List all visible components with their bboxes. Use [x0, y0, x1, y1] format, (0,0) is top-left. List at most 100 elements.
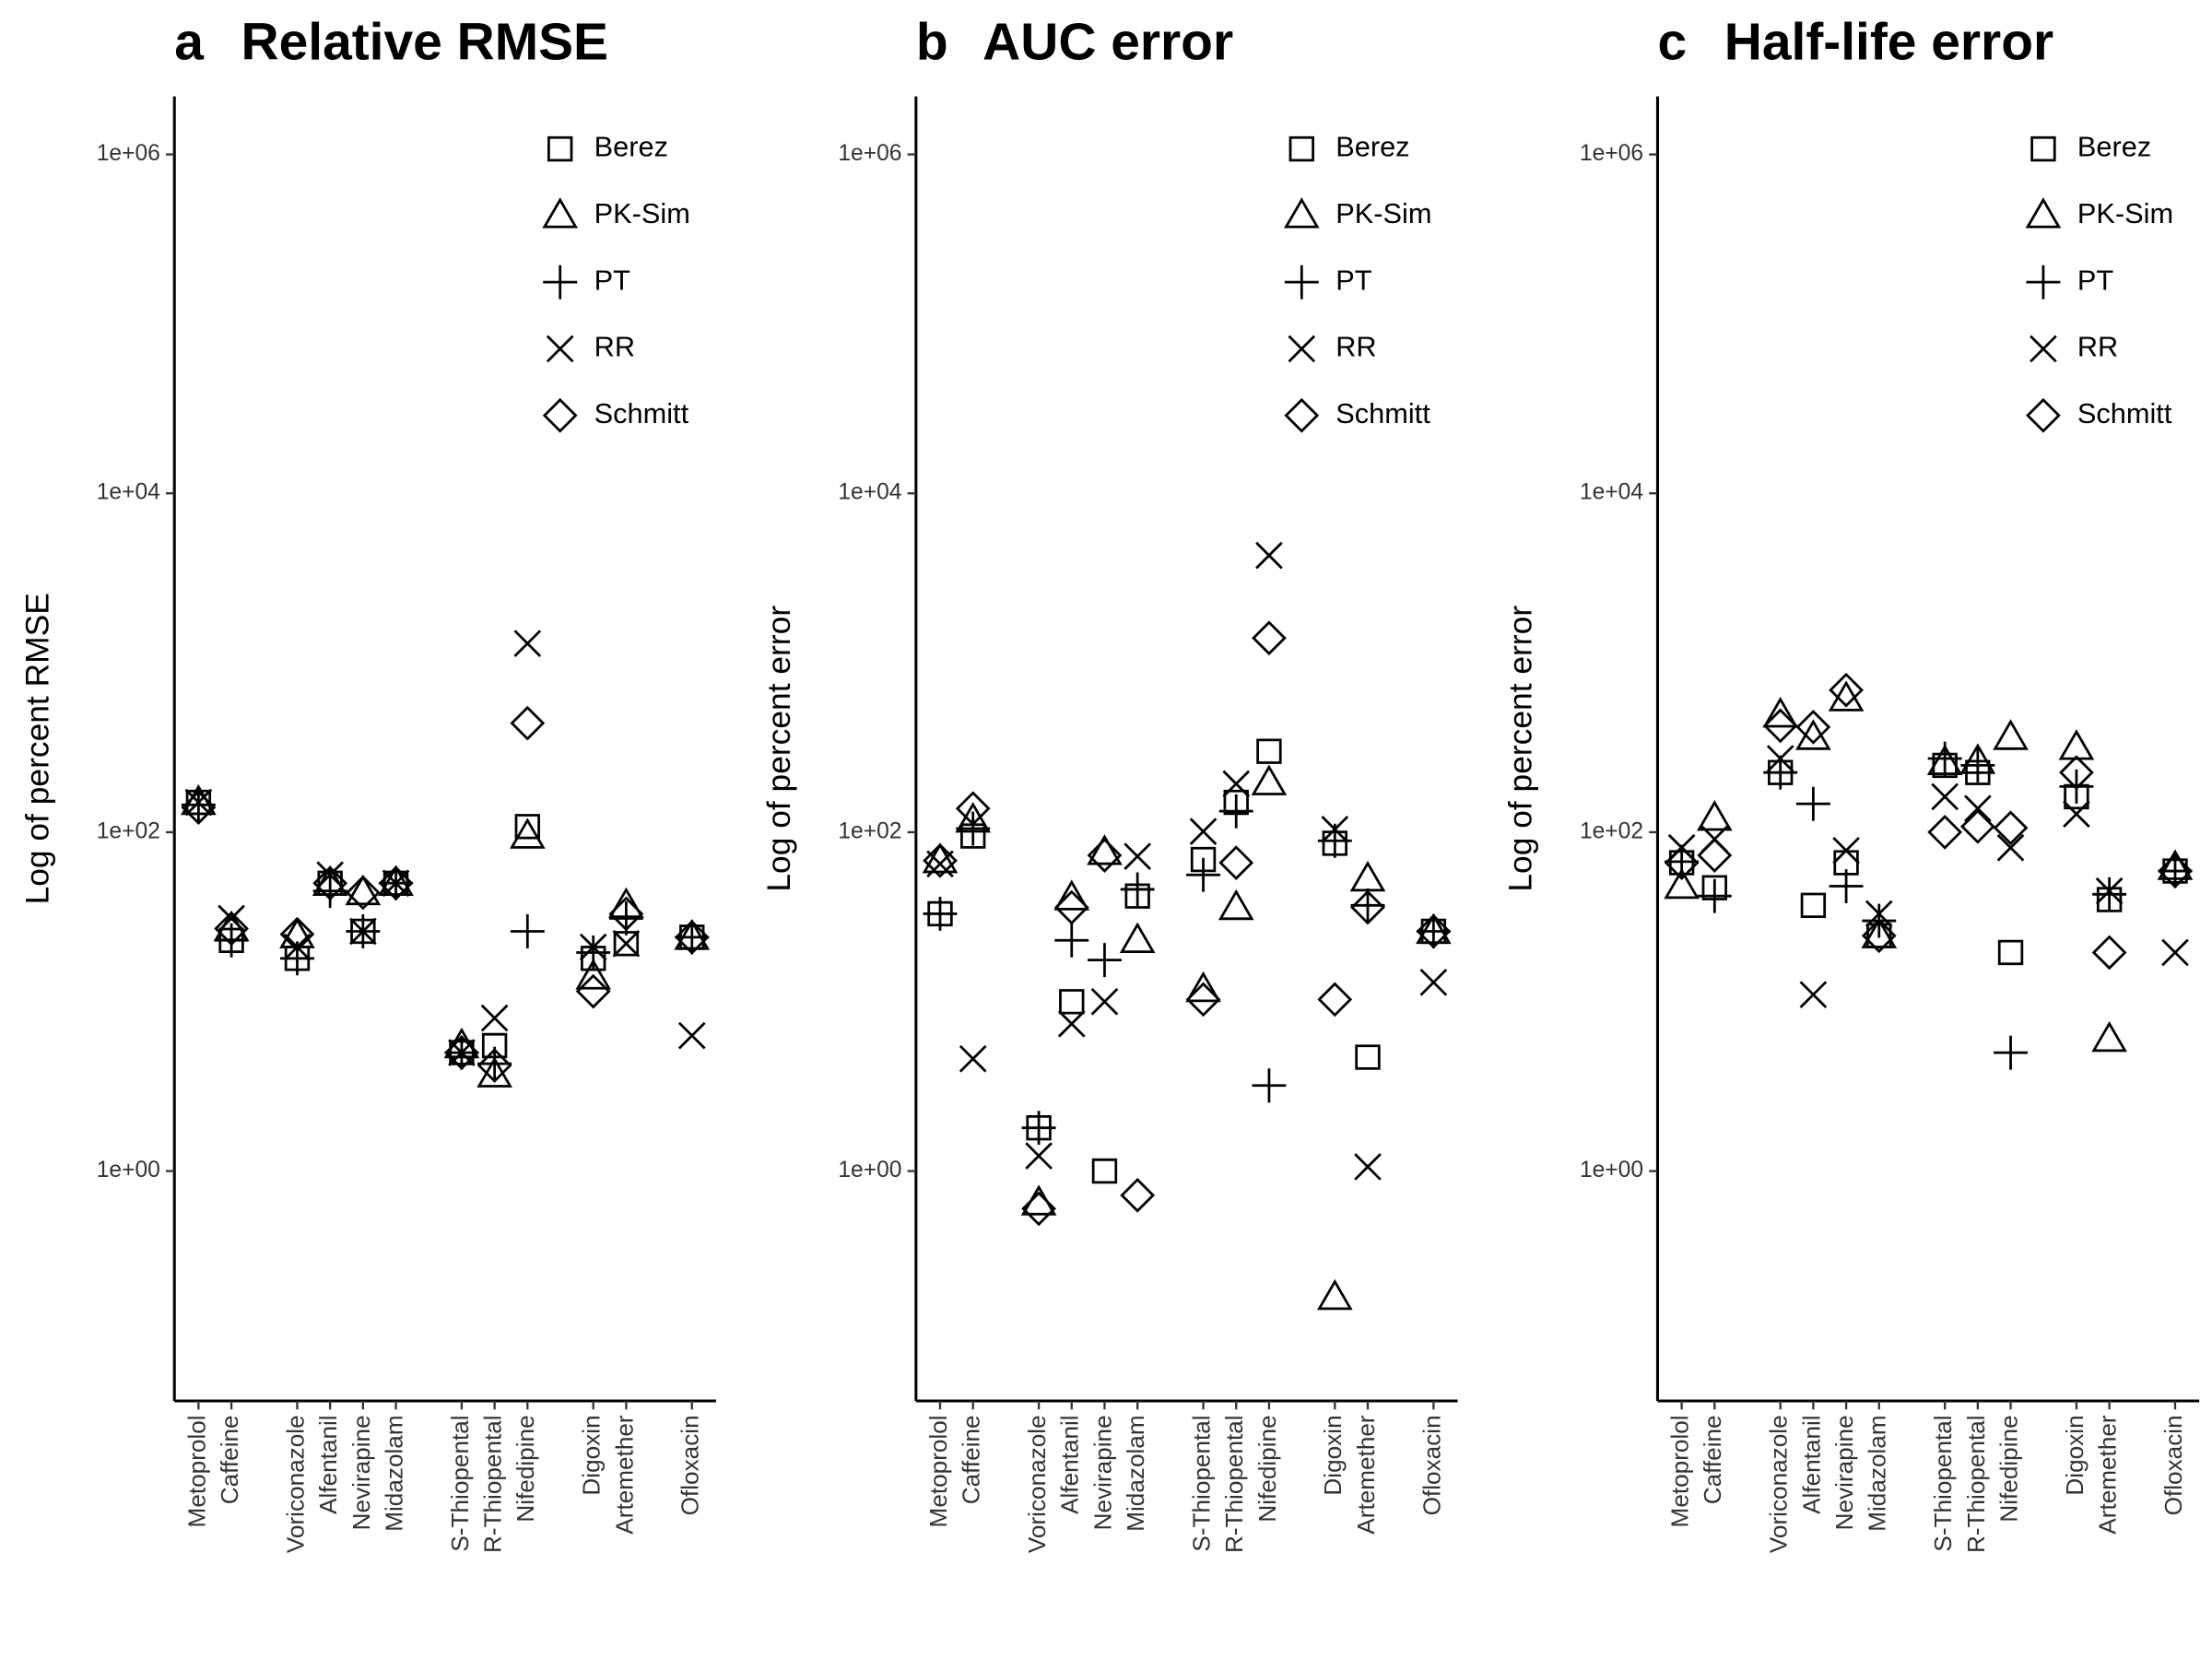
data-point	[1964, 794, 1992, 823]
data-point	[1996, 833, 2025, 862]
data-point	[1833, 850, 1859, 876]
data-point	[1354, 1153, 1382, 1181]
x-tick-label: Digoxin	[578, 1415, 606, 1495]
data-point	[1664, 845, 1700, 880]
data-point	[1350, 889, 1385, 925]
data-point	[1829, 869, 1864, 903]
y-tick-label: 1e+00	[1580, 1158, 1643, 1182]
data-point	[477, 1048, 512, 1083]
data-point	[1223, 789, 1249, 816]
data-point	[1054, 923, 1089, 958]
data-point	[675, 920, 710, 955]
data-point	[608, 896, 644, 932]
legend-marker	[1288, 335, 1316, 363]
legend-marker	[542, 197, 579, 229]
x-tick-label: S-Thiopental	[1929, 1415, 1957, 1551]
data-point	[481, 1032, 508, 1059]
x-tick-label: Caffeine	[216, 1415, 243, 1504]
legend-marker	[2025, 197, 2062, 229]
data-point	[1355, 1044, 1381, 1070]
y-tick-label: 1e+00	[838, 1158, 901, 1182]
y-tick-label: 1e+04	[97, 480, 160, 505]
y-tick-label: 1e+04	[838, 480, 901, 505]
data-point	[1993, 719, 2029, 750]
data-point	[674, 919, 710, 955]
data-point	[1766, 745, 1794, 772]
data-point	[926, 850, 954, 878]
data-point	[1665, 844, 1700, 879]
x-tick-label: Caffeine	[958, 1415, 985, 1504]
data-point	[1931, 782, 1959, 811]
data-point	[1994, 1035, 2028, 1070]
data-point	[1829, 672, 1864, 708]
data-point	[1124, 842, 1151, 870]
x-tick-label: Ofloxacin	[2159, 1415, 2187, 1515]
x-tick-label: Caffeine	[1699, 1415, 1726, 1504]
panel-label: b	[916, 12, 948, 71]
data-point	[1965, 759, 1991, 785]
data-point	[575, 959, 612, 990]
data-point	[1185, 982, 1221, 1018]
data-point	[312, 874, 347, 909]
x-tick-label: Alfentanil	[1797, 1415, 1825, 1514]
data-point	[1419, 968, 1448, 996]
y-axis-label: Log of percent error	[761, 606, 797, 892]
data-point	[1762, 697, 1799, 728]
data-point	[1416, 914, 1451, 948]
y-tick-label: 1e+00	[97, 1158, 160, 1182]
x-tick-label: Voriconazole	[1765, 1415, 1793, 1553]
x-tick-label: Midazolam	[380, 1415, 407, 1531]
data-point	[612, 929, 641, 958]
x-tick-label: Ofloxacin	[677, 1415, 704, 1515]
data-point	[923, 842, 958, 878]
data-point	[1087, 834, 1123, 865]
data-point	[214, 911, 249, 947]
data-point	[1053, 889, 1089, 925]
data-point	[2091, 935, 2127, 971]
legend-marker	[1288, 135, 1314, 162]
x-tick-label: Digoxin	[1319, 1415, 1347, 1495]
data-point	[2161, 938, 2189, 967]
legend-label: PT	[1335, 264, 1372, 296]
legend-label: Berez	[1335, 131, 1409, 163]
x-tick-label: S-Thiopental	[1187, 1415, 1215, 1551]
data-point	[316, 861, 344, 889]
data-point	[1697, 878, 1732, 913]
data-point	[510, 705, 546, 741]
data-point	[1190, 846, 1217, 873]
x-tick-label: R-Thiopental	[1962, 1415, 1990, 1553]
chart-title: Half-life error	[1724, 12, 2053, 71]
data-point	[1762, 708, 1798, 744]
panel-label: a	[174, 12, 205, 71]
data-point	[960, 823, 986, 849]
x-tick-label: Midazolam	[1864, 1415, 1891, 1531]
x-tick-label: Metoprolol	[1666, 1415, 1694, 1527]
data-point	[1697, 838, 1733, 873]
data-point	[1927, 815, 1963, 850]
data-point	[1218, 888, 1254, 921]
data-point	[218, 904, 245, 933]
data-point	[444, 1035, 479, 1070]
x-tick-label: Nifedipine	[1253, 1415, 1281, 1522]
y-tick-label: 1e+04	[1580, 480, 1643, 505]
panel-label: c	[1657, 12, 1687, 71]
legend-marker	[542, 397, 578, 433]
legend-label: RR	[1335, 331, 1376, 363]
legend-label: PT	[594, 264, 631, 296]
data-point	[2158, 853, 2193, 888]
data-point	[2091, 1020, 2127, 1053]
data-point	[1256, 738, 1282, 764]
legend-label: RR	[594, 331, 635, 363]
legend-marker	[547, 135, 573, 162]
chart-title: AUC error	[982, 12, 1233, 71]
data-point	[1021, 1191, 1056, 1227]
legend-marker	[2030, 135, 2056, 162]
y-tick-label: 1e+02	[97, 818, 160, 843]
data-point	[513, 629, 542, 657]
x-tick-label: Artemether	[1352, 1415, 1380, 1535]
y-axis-label: Log of percent error	[1503, 606, 1539, 892]
data-point	[283, 933, 312, 961]
y-tick-label: 1e+06	[1580, 141, 1643, 166]
data-point	[1222, 770, 1251, 798]
legend-marker	[1283, 197, 1320, 229]
